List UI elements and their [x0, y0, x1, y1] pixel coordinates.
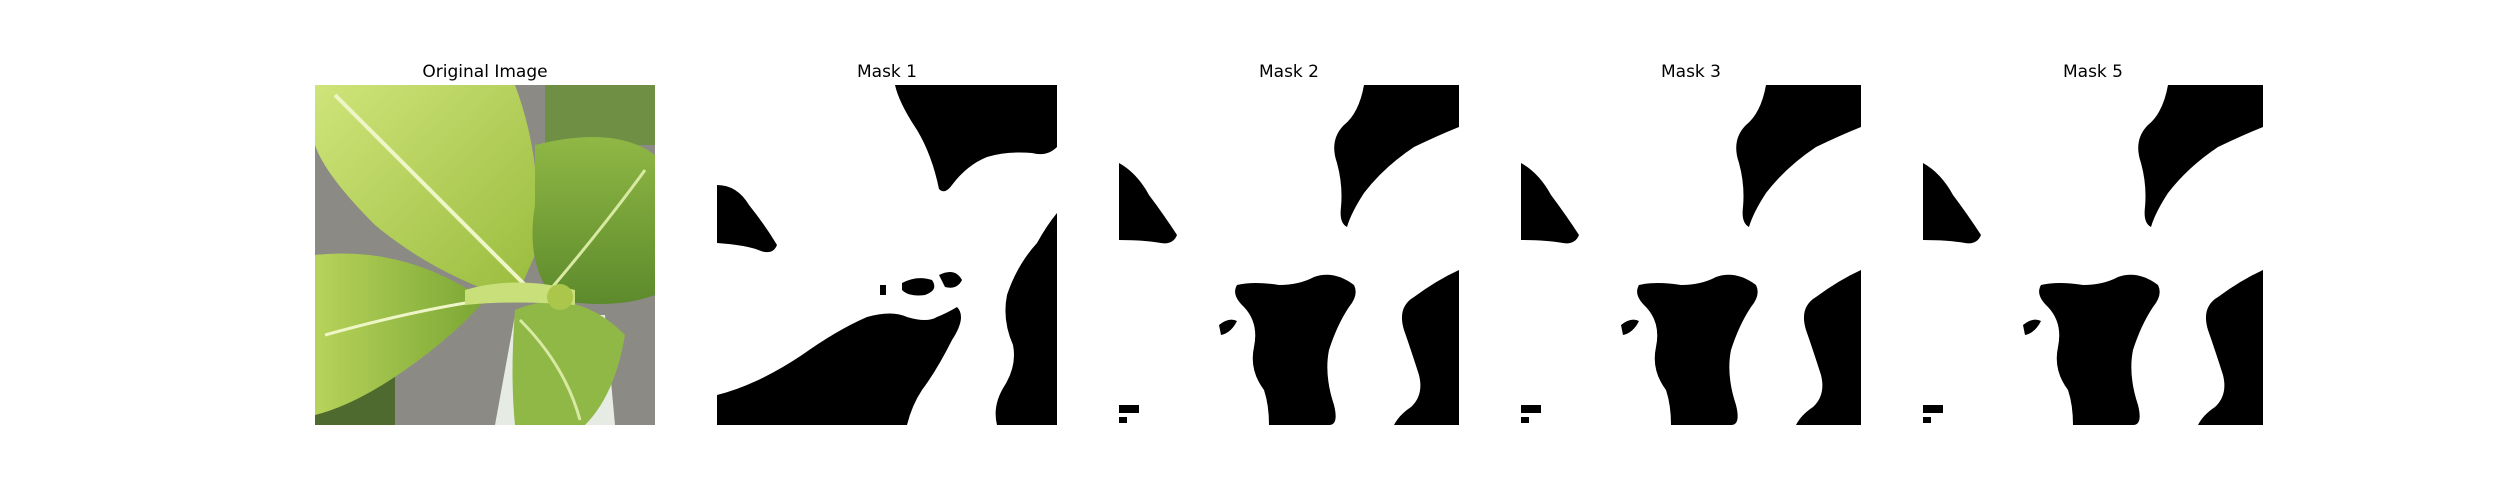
mask-2-image: [1119, 85, 1459, 425]
mask-5-image: [1923, 85, 2263, 425]
panel-title-mask-2: Mask 2: [1258, 62, 1319, 82]
panel-title-mask-1: Mask 1: [856, 62, 917, 82]
leafy-green-plant-photo: [315, 85, 655, 425]
panel-title-mask-5: Mask 5: [2062, 62, 2123, 82]
panel-title-original: Original Image: [422, 62, 548, 82]
mask-1-image: [717, 85, 1057, 425]
mask-3-image: [1521, 85, 1861, 425]
panel-title-mask-3: Mask 3: [1660, 62, 1721, 82]
